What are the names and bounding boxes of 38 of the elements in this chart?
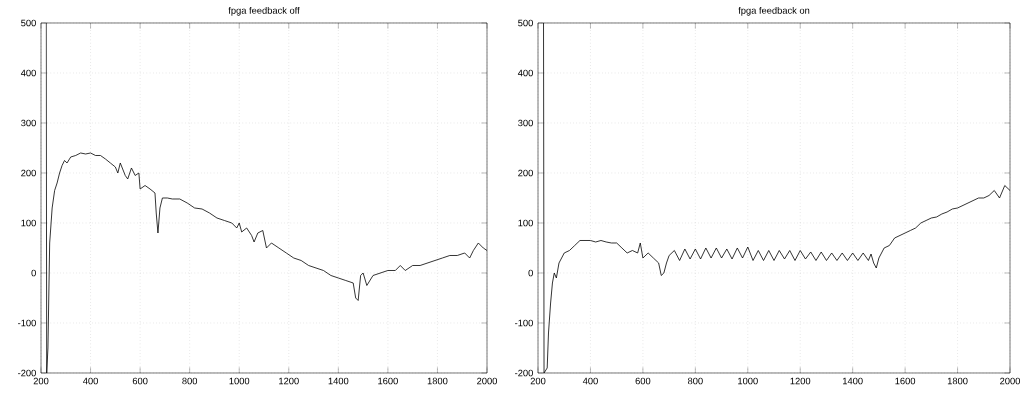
x-tick-label: 1200 — [279, 377, 299, 385]
y-tick-label: 100 — [518, 219, 533, 227]
x-tick-label: 800 — [687, 377, 703, 385]
y-tick-label: 200 — [21, 169, 36, 177]
x-tick-label: 2000 — [477, 377, 498, 385]
x-tick-label: 1000 — [738, 377, 758, 385]
x-tick-label: 1600 — [895, 377, 916, 385]
y-tick-label: -200 — [515, 369, 533, 377]
chart-title: fpga feedback off — [228, 6, 300, 16]
x-tick-label: 1000 — [229, 377, 250, 385]
x-tick-label: 400 — [82, 377, 98, 385]
x-tick-label: 1800 — [427, 377, 448, 385]
x-tick-label: 200 — [530, 377, 546, 385]
x-tick-label: 2000 — [1000, 377, 1021, 385]
x-tick-label: 1800 — [947, 377, 968, 385]
y-tick-label: 300 — [21, 119, 36, 127]
y-tick-label: 300 — [518, 119, 533, 127]
x-tick-label: 1400 — [843, 377, 863, 385]
x-tick-label: 600 — [132, 377, 148, 385]
y-tick-label: -200 — [18, 369, 36, 377]
x-tick-label: 1600 — [378, 377, 398, 385]
x-tick-label: 600 — [635, 377, 651, 385]
y-tick-label: 0 — [31, 269, 36, 277]
y-tick-label: 100 — [21, 219, 36, 227]
x-tick-label: 1400 — [328, 377, 349, 385]
y-tick-label: 400 — [517, 69, 533, 77]
x-tick-label: 800 — [182, 377, 198, 385]
x-tick-label: 1200 — [790, 377, 811, 385]
y-tick-label: 500 — [21, 19, 36, 27]
x-tick-label: 400 — [582, 377, 598, 385]
y-tick-label: 500 — [518, 19, 533, 27]
y-tick-label: 200 — [518, 169, 533, 177]
x-tick-label: 200 — [33, 377, 49, 385]
y-tick-label: 0 — [528, 269, 533, 277]
y-tick-label: -100 — [18, 319, 36, 327]
y-tick-label: -100 — [515, 319, 533, 327]
y-tick-label: 400 — [20, 69, 36, 77]
chart-title: fpga feedback on — [738, 6, 810, 16]
